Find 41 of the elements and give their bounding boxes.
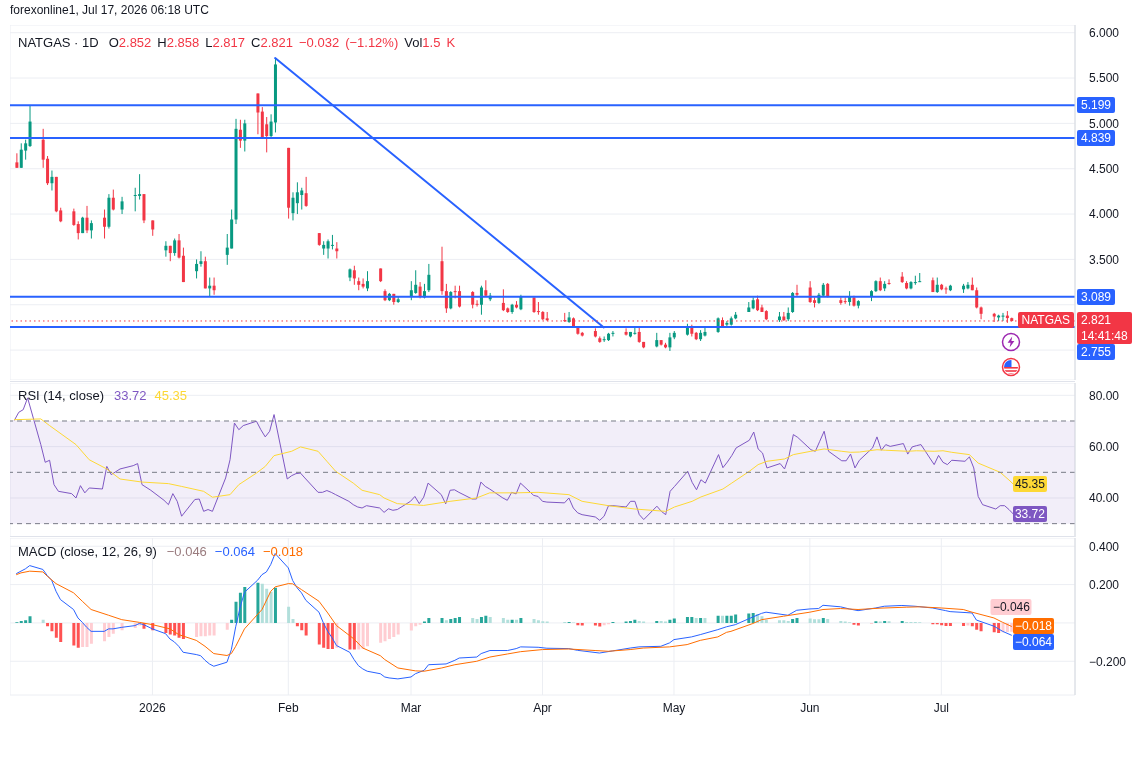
text: −0.018 xyxy=(262,544,304,559)
x-tick-label: Mar xyxy=(400,700,422,715)
y-tick-label: 4.000 xyxy=(1089,207,1120,222)
data-label: 33.72 xyxy=(1012,506,1047,523)
y-tick-label: 6.000 xyxy=(1089,25,1120,40)
y-tick-label: −0.200 xyxy=(1089,654,1127,669)
data-label: −0.064 xyxy=(1012,634,1054,651)
ref-line-label: 2.755 xyxy=(1081,344,1112,361)
text: −0.046 xyxy=(166,544,207,559)
x-tick-label: Feb xyxy=(277,700,299,715)
y-tick-label: 4.500 xyxy=(1089,161,1120,176)
ref-line-label: 5.199 xyxy=(1081,97,1112,114)
ref-line-label: 4.839 xyxy=(1081,129,1112,146)
y-tick-label: 0.200 xyxy=(1089,577,1120,592)
x-tick-label: Jun xyxy=(800,700,820,715)
x-tick-label: 2026 xyxy=(139,700,167,715)
text: 45.35 xyxy=(154,388,188,403)
text: −0.064 xyxy=(214,544,255,559)
y-tick-label: 40.00 xyxy=(1089,491,1120,506)
data-label: 45.35 xyxy=(1012,476,1047,493)
annotation: NATGAS xyxy=(1017,312,1074,329)
text: MACD (close, 12, 26, 9) xyxy=(18,544,157,559)
y-tick-label: 5.500 xyxy=(1089,71,1120,86)
data-label: −0.018 xyxy=(1012,618,1054,635)
y-tick-label: 60.00 xyxy=(1089,439,1120,454)
data-label: −0.046 xyxy=(990,598,1032,615)
y-tick-label: 80.00 xyxy=(1089,388,1120,403)
y-tick-label: 5.000 xyxy=(1089,116,1120,131)
ref-line-label: 2.821 xyxy=(1081,312,1113,329)
y-tick-label: 3.500 xyxy=(1089,252,1120,267)
text: 33.72 xyxy=(113,388,147,403)
y-tick-label: 0.400 xyxy=(1089,539,1120,554)
text: forexonline1, Jul 17, 2026 06:18 UTC xyxy=(10,3,209,17)
x-tick-label: May xyxy=(662,700,686,715)
text: NATGAS · 1D xyxy=(18,35,99,50)
chart-title: RSI (14, close) xyxy=(18,388,104,403)
ref-line-label: 3.089 xyxy=(1081,288,1112,305)
x-tick-label: Apr xyxy=(533,700,552,715)
x-tick-label: Jul xyxy=(933,700,949,715)
text: O2.852 H2.858 L2.817 C2.821 −0.032 (−1.12%) Vol1.5 K xyxy=(108,35,456,50)
text: 14:41:48 xyxy=(1081,328,1128,345)
